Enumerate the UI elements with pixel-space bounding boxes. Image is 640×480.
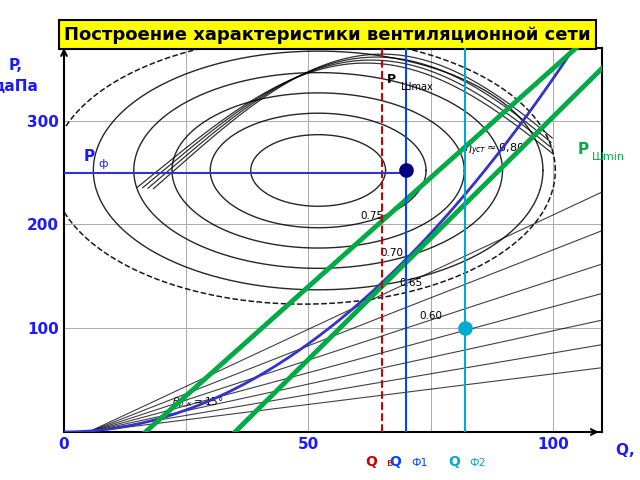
Text: Шmin: Шmin [592, 152, 625, 162]
Text: даПа: даПа [0, 79, 38, 94]
Text: Шmax: Шmax [401, 82, 433, 92]
Text: $\eta_{уст}{\approx}0{,}80$: $\eta_{уст}{\approx}0{,}80$ [464, 142, 524, 158]
Text: в: в [387, 458, 393, 468]
Text: Q: Q [365, 455, 377, 469]
Text: Q, м³/с: Q, м³/с [616, 443, 640, 458]
Point [401, 167, 412, 174]
Text: Q: Q [448, 455, 460, 469]
Text: P,: P, [8, 59, 22, 73]
Text: Q: Q [389, 455, 401, 469]
Text: Ф1: Ф1 [411, 458, 428, 468]
Point [460, 324, 470, 332]
Text: P: P [387, 73, 396, 86]
Text: Ф2: Ф2 [470, 458, 486, 468]
Text: 0.75: 0.75 [360, 211, 383, 221]
Text: 0.70: 0.70 [380, 249, 403, 259]
Text: $\theta_{р,к}=15°$: $\theta_{р,к}=15°$ [172, 396, 223, 410]
Text: 0.65: 0.65 [399, 277, 422, 288]
Text: Построение характеристики вентиляционной сети: Построение характеристики вентиляционной… [64, 25, 591, 44]
Text: ф: ф [98, 159, 108, 169]
Text: P: P [577, 142, 588, 157]
Text: 0.60: 0.60 [419, 311, 442, 321]
Text: P: P [84, 149, 95, 164]
